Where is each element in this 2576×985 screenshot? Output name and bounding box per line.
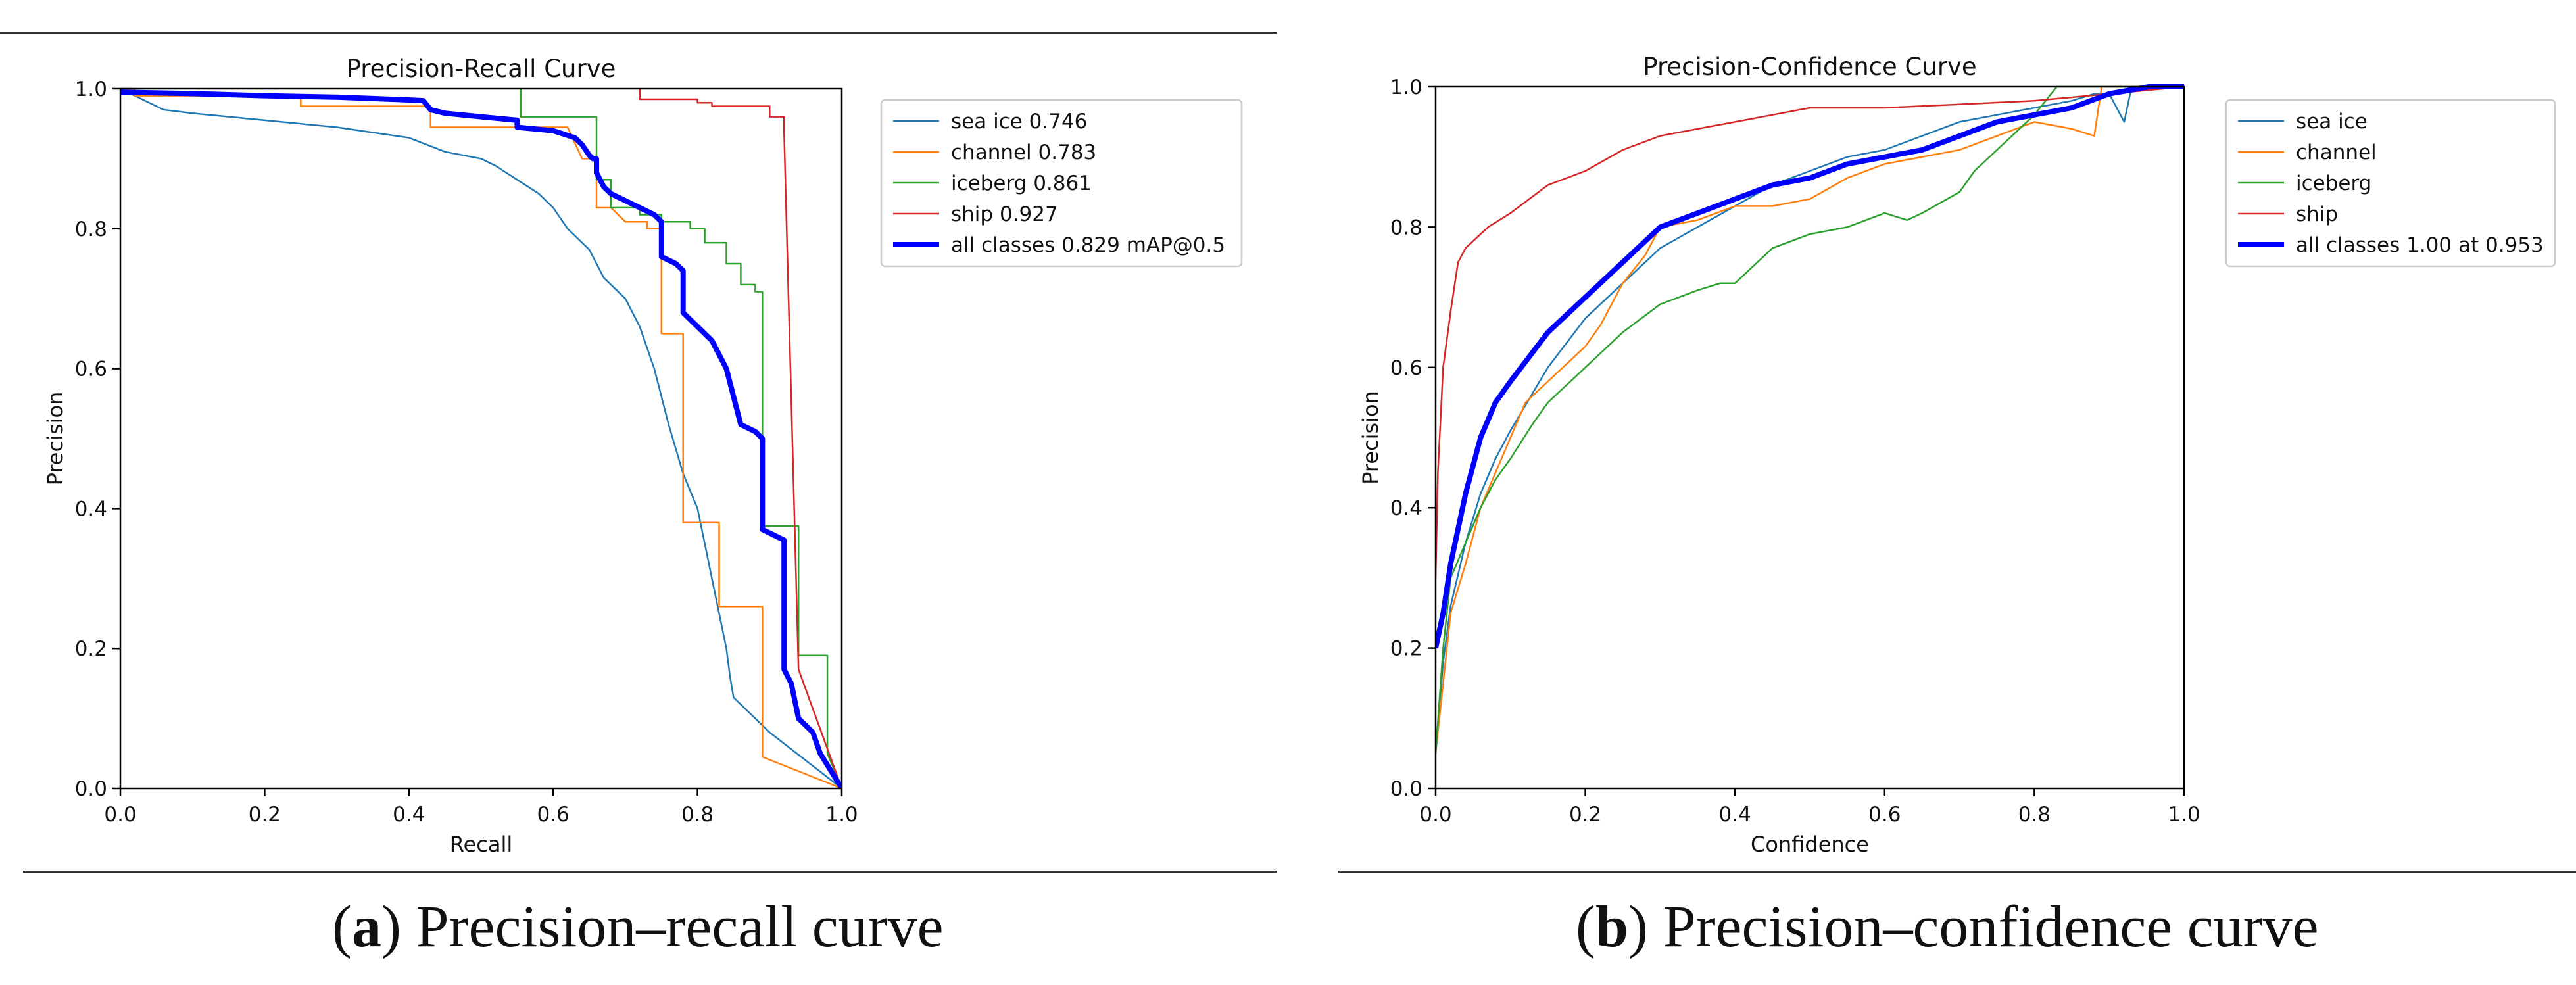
legend-label: channel (2296, 141, 2377, 164)
series-line-2 (1436, 85, 2184, 754)
x-axis-label: Recall (450, 832, 512, 857)
legend-box (880, 99, 1243, 268)
caption-a-label: a (351, 894, 381, 959)
legend-box (2225, 99, 2556, 268)
legend-label: all classes 1.00 at 0.953 (2296, 233, 2544, 257)
x-tick-label: 0.0 (1419, 803, 1451, 827)
y-tick-label: 0.0 (1390, 777, 1422, 801)
y-tick-label: 0.4 (75, 497, 107, 521)
y-tick-label: 1.0 (75, 78, 107, 101)
y-tick-label: 1.0 (1390, 76, 1422, 99)
x-tick-label: 0.8 (681, 803, 714, 827)
axes-frame (119, 87, 843, 790)
axes-frame (1434, 85, 2185, 790)
series-line-0 (120, 87, 842, 788)
x-tick-label: 0.4 (1719, 803, 1751, 827)
x-tick-label: 0.2 (249, 803, 281, 827)
legend-label: ship (2296, 203, 2338, 226)
y-axis-label: Precision (43, 392, 68, 486)
legend-label: iceberg (2296, 172, 2371, 195)
chart-precision-confidence: 0.0 0.2 0.4 0.6 0.8 1.0 0.0 0.2 0.4 0.6 0.8 1.0 Prec… (1358, 53, 2556, 857)
series-line-0 (1436, 85, 2184, 754)
series-line-1 (1436, 85, 2184, 754)
series-line-3 (1436, 85, 2184, 578)
series-line-2 (520, 89, 842, 788)
caption-b-label: b (1595, 894, 1629, 959)
legend-label: sea ice 0.746 (951, 110, 1087, 133)
y-tick-label: 0.2 (1390, 637, 1422, 661)
chart-title: Precision-Recall Curve (347, 55, 616, 83)
caption-a: (a) Precision–recall curve (332, 894, 944, 959)
x-tick-label: 0.8 (2018, 803, 2051, 827)
series-group (1436, 84, 2184, 754)
y-tick-label: 0.2 (75, 637, 107, 661)
legend-label: channel 0.783 (951, 141, 1096, 164)
legend-label: sea ice (2296, 110, 2368, 133)
legend-label: iceberg 0.861 (951, 172, 1092, 195)
x-tick-label: 0.4 (393, 803, 425, 827)
series-group (120, 87, 842, 788)
bottom-rule-right (1338, 871, 2576, 873)
y-tick-label: 0.6 (75, 358, 107, 381)
y-tick-label: 0.8 (75, 218, 107, 241)
y-tick-label: 0.0 (75, 777, 107, 801)
x-tick-label: 0.2 (1569, 803, 1601, 827)
top-rule-left (0, 32, 1277, 34)
series-line-4 (120, 89, 842, 788)
y-axis-label: Precision (1358, 391, 1383, 485)
x-tick-label: 1.0 (825, 803, 858, 827)
caption-b-text: Precision–confidence curve (1663, 894, 2319, 959)
legend: sea ice channel iceberg ship all classes 1.0… (2225, 99, 2556, 268)
y-tick-label: 0.6 (1390, 356, 1422, 380)
y-tick-label: 0.4 (1390, 496, 1422, 520)
x-tick-label: 0.6 (537, 803, 570, 827)
x-tick-label: 0.0 (104, 803, 136, 827)
caption-b: (b) Precision–confidence curve (1576, 894, 2319, 959)
legend: sea ice 0.746 channel 0.783 iceberg 0.861 s… (880, 99, 1243, 268)
series-line-3 (639, 89, 842, 788)
x-axis-label: Confidence (1751, 832, 1869, 857)
legend-label: ship 0.927 (951, 203, 1058, 226)
x-tick-label: 1.0 (2168, 803, 2200, 827)
chart-title: Precision-Confidence Curve (1643, 53, 1976, 81)
legend-label: all classes 0.829 mAP@0.5 (951, 233, 1225, 257)
y-tick-label: 0.8 (1390, 216, 1422, 239)
bottom-rule-left (23, 871, 1277, 873)
series-line-4 (1436, 84, 2184, 649)
series-line-1 (120, 87, 842, 788)
chart-precision-recall: 0.0 0.2 0.4 0.6 0.8 1.0 0.0 0.2 0.4 0.6 0.8 1.0 Prec… (43, 55, 1243, 857)
x-tick-label: 0.6 (1868, 803, 1901, 827)
caption-a-text: Precision–recall curve (416, 894, 944, 959)
